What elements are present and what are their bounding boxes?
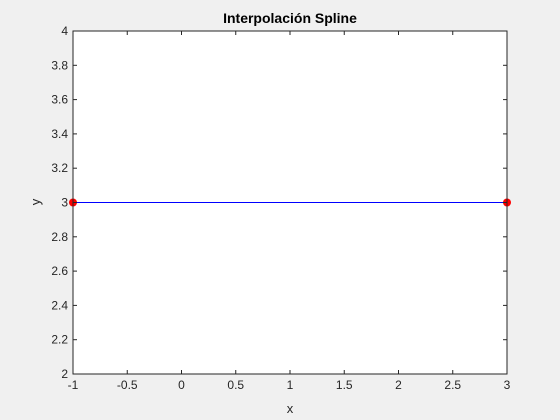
y-tick-label: 2.8 — [51, 230, 68, 244]
y-tick-label: 2.2 — [51, 333, 68, 347]
x-tick-label: 0 — [178, 378, 185, 392]
x-tick-label: 2 — [395, 378, 402, 392]
y-tick-label: 4 — [61, 24, 68, 38]
x-tick-label: -1 — [68, 378, 79, 392]
y-tick-label: 2.6 — [51, 264, 68, 278]
x-tick-label: -0.5 — [117, 378, 138, 392]
y-axis-label: y — [28, 198, 43, 205]
y-tick-label: 2 — [61, 367, 68, 381]
y-tick-label: 3.2 — [51, 161, 68, 175]
x-tick-label: 1 — [287, 378, 294, 392]
chart-title: Interpolación Spline — [223, 10, 357, 26]
x-tick-label: 3 — [504, 378, 511, 392]
x-tick-label: 0.5 — [227, 378, 244, 392]
y-tick-label: 2.4 — [51, 298, 68, 312]
x-tick-label: 1.5 — [336, 378, 353, 392]
y-tick-label: 3 — [61, 196, 68, 210]
x-tick-label: 2.5 — [444, 378, 461, 392]
tick-layer: -1 -0.5 0 0.5 1 1.5 2 2.5 3 2 2.2 2.4 2.6 2.8 3 3.2 3.4 3… — [51, 24, 510, 392]
x-axis-label: x — [287, 401, 294, 416]
y-tick-label: 3.8 — [51, 58, 68, 72]
y-tick-label: 3.6 — [51, 93, 68, 107]
y-tick-label: 3.4 — [51, 127, 68, 141]
